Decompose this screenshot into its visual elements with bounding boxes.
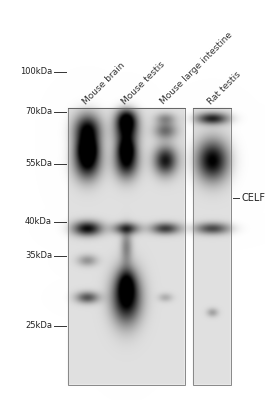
Bar xyxy=(68,108,185,385)
Text: Rat testis: Rat testis xyxy=(206,70,242,106)
Text: Mouse testis: Mouse testis xyxy=(120,60,166,106)
Bar xyxy=(193,108,231,385)
Text: 35kDa: 35kDa xyxy=(25,252,52,260)
Text: Mouse large intestine: Mouse large intestine xyxy=(159,30,234,106)
Text: 25kDa: 25kDa xyxy=(25,322,52,330)
Text: CELF6: CELF6 xyxy=(241,193,265,203)
Text: 40kDa: 40kDa xyxy=(25,218,52,226)
Text: Mouse brain: Mouse brain xyxy=(81,60,126,106)
Text: 55kDa: 55kDa xyxy=(25,160,52,168)
Text: 70kDa: 70kDa xyxy=(25,108,52,116)
Text: 100kDa: 100kDa xyxy=(20,68,52,76)
